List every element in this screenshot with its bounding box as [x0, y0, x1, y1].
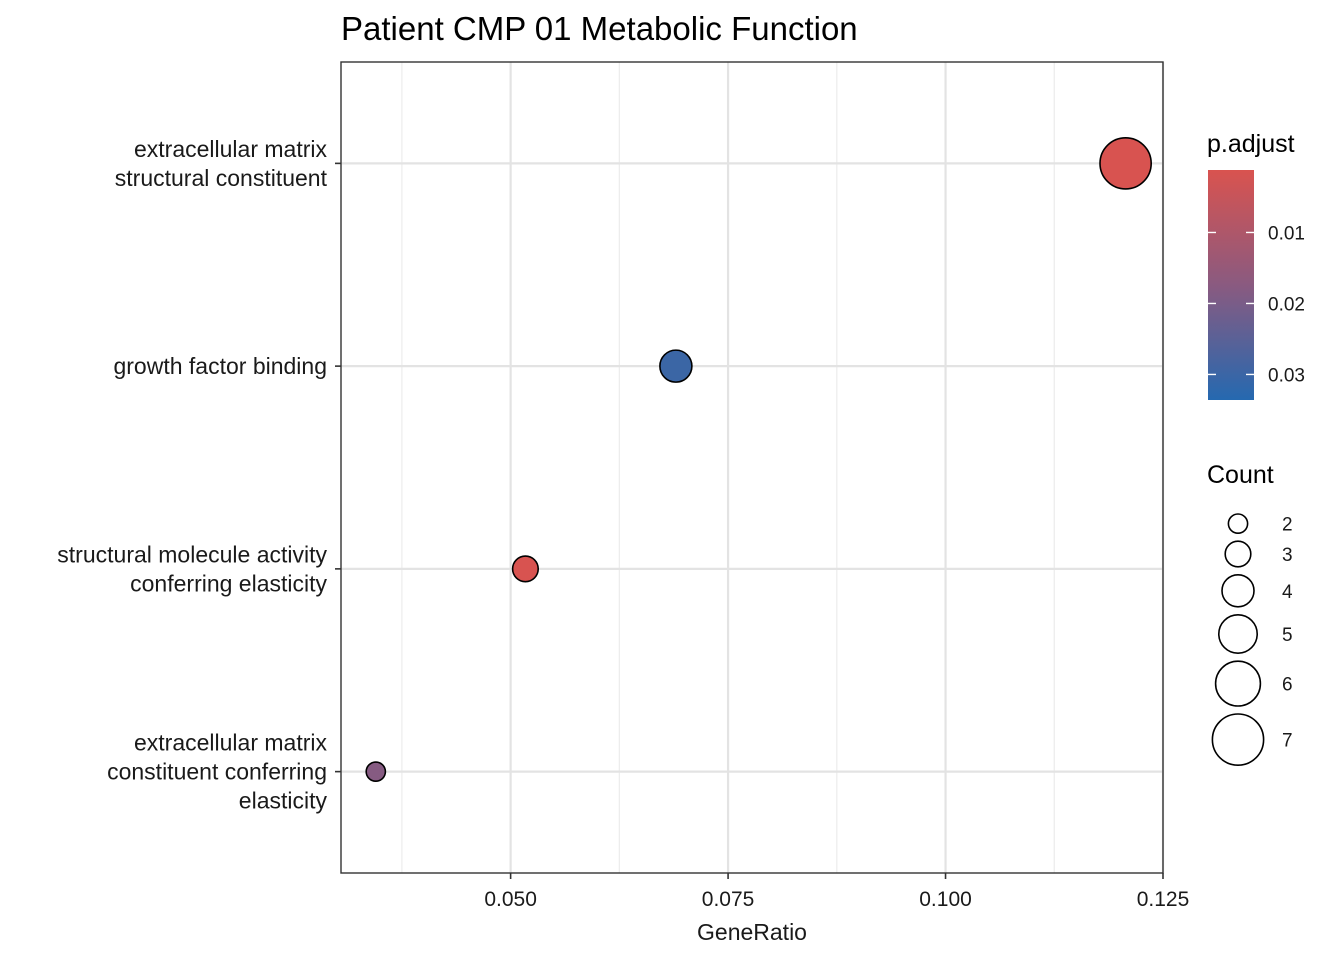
p-adjust-legend-title: p.adjust: [1207, 130, 1295, 158]
chart-title: Patient CMP 01 Metabolic Function: [341, 10, 858, 47]
y-tick-label: structural constituent: [115, 165, 328, 191]
count-legend-label: 6: [1282, 675, 1293, 696]
colorbar-tick-label: 0.03: [1268, 365, 1305, 386]
count-legend-key: [1227, 513, 1249, 535]
count-legend-label: 2: [1282, 515, 1293, 536]
minor-gridlines: [401, 62, 1055, 873]
count-legend: Count 2 3 4 5 6 7: [1207, 461, 1293, 767]
colorbar-tick-label: 0.02: [1268, 294, 1305, 315]
colorbar-tick-label: 0.01: [1268, 223, 1305, 244]
x-tick-label: 0.050: [484, 888, 537, 911]
p-adjust-legend: p.adjust 0.01 0.02 0.03: [1207, 130, 1305, 400]
plot-border: [340, 61, 1164, 874]
data-point: [659, 349, 693, 383]
data-point: [365, 761, 387, 783]
x-axis: 0.050 0.075 0.100 0.125: [484, 873, 1189, 911]
y-tick-label: structural molecule activity: [57, 541, 327, 567]
plot-panel: [340, 61, 1165, 874]
data-point: [1099, 136, 1152, 190]
count-legend-key: [1214, 660, 1262, 707]
y-axis: extracellular matrix structural constitue…: [57, 136, 341, 814]
x-axis-label: GeneRatio: [697, 919, 807, 945]
plot-background: [341, 62, 1163, 873]
y-tick-label: growth factor binding: [113, 353, 327, 379]
count-legend-key: [1211, 713, 1265, 767]
count-legend-key: [1224, 540, 1252, 568]
data-point: [511, 555, 540, 583]
count-legend-label: 7: [1282, 731, 1293, 752]
data-points: [365, 136, 1152, 783]
count-legend-label: 4: [1282, 582, 1293, 603]
y-tick-label: conferring elasticity: [130, 570, 327, 596]
x-tick-label: 0.125: [1137, 888, 1190, 911]
count-legend-key: [1218, 613, 1259, 654]
colorbar-ticks: 0.01 0.02 0.03: [1208, 223, 1305, 386]
count-legend-keys: 2 3 4 5 6 7: [1211, 513, 1293, 767]
y-tick-label: constituent conferring: [107, 759, 327, 785]
p-adjust-colorbar: [1208, 170, 1254, 400]
count-legend-title: Count: [1207, 461, 1274, 489]
y-tick-label: elasticity: [239, 788, 328, 814]
count-legend-key: [1221, 573, 1255, 608]
x-tick-label: 0.100: [919, 888, 972, 911]
count-legend-label: 5: [1282, 625, 1293, 646]
y-tick-label: extracellular matrix: [134, 730, 327, 756]
x-tick-label: 0.075: [702, 888, 755, 911]
major-gridlines: [341, 62, 1165, 873]
y-tick-label: extracellular matrix: [134, 136, 327, 162]
count-legend-label: 3: [1282, 545, 1293, 566]
